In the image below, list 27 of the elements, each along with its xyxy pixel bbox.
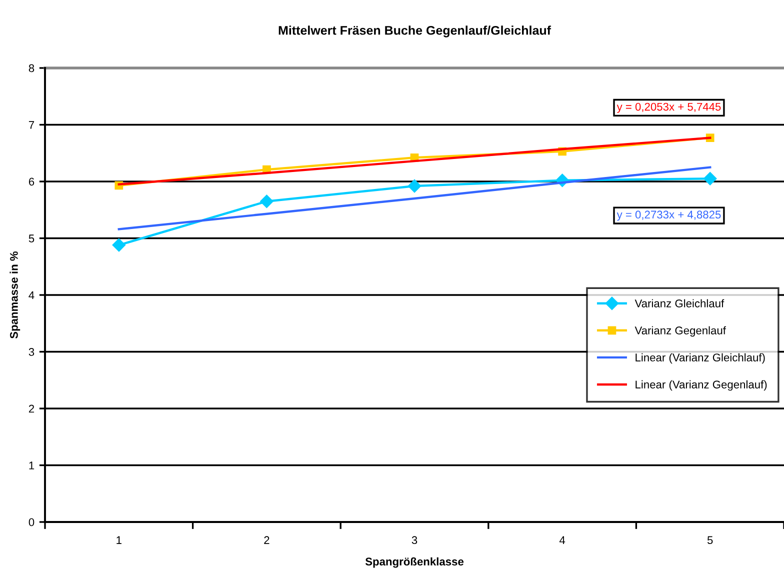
y-tick-label: 2 [28, 404, 34, 413]
x-tick-label: 3 [412, 536, 418, 544]
point [704, 172, 717, 186]
y-axis-title: Spanmasse in % [10, 251, 20, 339]
annotation: y = 0,2053x + 5,7445 [616, 102, 721, 113]
y-tick-label: 8 [28, 64, 34, 72]
x-tick-label: 4 [559, 536, 566, 544]
y-tick-label: 4 [28, 291, 34, 300]
annotation: y = 0,2733x + 4,8825 [616, 210, 721, 221]
y-tick-label: 6 [28, 178, 34, 186]
y-tick-label: 5 [28, 234, 34, 242]
legend-label: Varianz Gegenlauf [634, 326, 726, 337]
x-axis-title: Spangrößenklasse [365, 557, 464, 568]
legend-label: Linear (Varianz Gegenlauf) [636, 380, 767, 391]
y-tick-label: 0 [28, 518, 34, 526]
y-tick-label: 1 [29, 462, 34, 470]
point [112, 238, 126, 252]
legend-label: Linear (Varianz Gleichlauf) [636, 353, 765, 364]
y-tick-label: 3 [28, 348, 34, 356]
y-tick-label: 7 [28, 121, 34, 129]
chart-title: Mittelwert Fräsen Buche Gegenlauf/Gleichlauf [278, 26, 552, 38]
x-tick-label: 2 [264, 536, 270, 544]
point [408, 179, 422, 193]
legend-label: Varianz Gleichlauf [634, 299, 724, 308]
x-tick-label: 1 [116, 536, 122, 544]
x-tick-label: 5 [707, 536, 713, 544]
point [260, 194, 274, 208]
